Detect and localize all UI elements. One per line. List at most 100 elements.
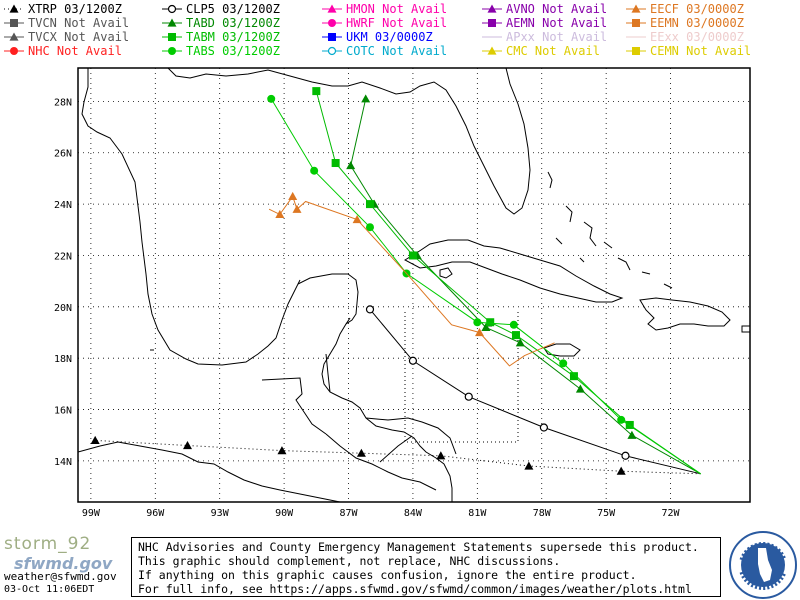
open-circle-icon bbox=[167, 4, 177, 14]
legend-item-cotc: COTC Not Avail bbox=[320, 44, 480, 58]
nicaragua-border bbox=[379, 435, 413, 463]
track-map: 14N 16N 18N 20N 22N 24N 26N 28N 99W 96W 93W 90W 87W 8… bbox=[54, 67, 751, 519]
legend-label: XTRP 03/1200Z bbox=[28, 2, 122, 16]
notice-line-2: This graphic should complement, not repl… bbox=[138, 554, 561, 568]
notice-line-4[interactable]: For full info, see https://apps.sfwmd.go… bbox=[138, 582, 692, 596]
legend-swatch bbox=[482, 19, 502, 27]
legend-item-tabd: TABD 03/1200Z bbox=[160, 16, 320, 30]
lon-tick-label: 90W bbox=[275, 508, 294, 519]
legend-label: TABM 03/1200Z bbox=[186, 30, 280, 44]
legend-swatch bbox=[162, 18, 182, 27]
legend-item-eemn: EEMN 03/0000Z bbox=[624, 16, 784, 30]
track-point-marker bbox=[474, 328, 484, 337]
advisory-notice: NHC Advisories and County Emergency Mana… bbox=[131, 537, 721, 597]
legend-item-eexx: EExx 03/0000Z bbox=[624, 30, 784, 44]
legend-swatch bbox=[626, 47, 646, 55]
track-point-marker bbox=[436, 451, 446, 460]
issue-timestamp: 03-Oct 11:06EDT bbox=[4, 584, 95, 595]
legend-item-nhc: NHC Not Avail bbox=[2, 44, 162, 58]
notice-line-1: NHC Advisories and County Emergency Mana… bbox=[138, 540, 699, 554]
track-point-marker bbox=[182, 441, 192, 450]
track-point-marker bbox=[277, 446, 287, 455]
legend-label: AEMN Not Avail bbox=[506, 16, 608, 30]
storm-name: storm_92 bbox=[4, 534, 92, 554]
lat-tick-label: 24N bbox=[54, 200, 72, 211]
us-gulf-coast bbox=[167, 68, 531, 215]
track-point-marker bbox=[356, 448, 366, 457]
legend-swatch bbox=[4, 32, 24, 41]
triangle-icon bbox=[327, 4, 337, 13]
legend-item-tabs: TABS 03/1200Z bbox=[160, 44, 320, 58]
track-point-marker bbox=[408, 251, 417, 260]
circle-icon bbox=[10, 47, 18, 55]
lon-tick-label: 75W bbox=[597, 508, 616, 519]
legend-label: HMON Not Avail bbox=[346, 2, 448, 16]
dotted-region-box bbox=[404, 310, 519, 443]
legend-swatch bbox=[626, 36, 646, 38]
map-frame bbox=[78, 68, 750, 502]
track-point-marker bbox=[621, 451, 630, 460]
hispaniola-outline bbox=[639, 297, 731, 331]
track-point-marker bbox=[539, 423, 548, 432]
square-icon bbox=[632, 47, 640, 55]
legend-label: TABD 03/1200Z bbox=[186, 16, 280, 30]
legend-label: APxx Not Avail bbox=[506, 30, 608, 44]
legend-swatch bbox=[626, 19, 646, 27]
track-point-marker bbox=[524, 461, 534, 470]
track-point-marker bbox=[267, 94, 276, 103]
track-point-marker bbox=[575, 384, 585, 393]
square-icon bbox=[488, 19, 496, 27]
square-icon bbox=[328, 33, 336, 41]
lon-tick-label: 84W bbox=[404, 508, 423, 519]
legend-label: CEMN Not Avail bbox=[650, 44, 752, 58]
legend-item-avno: AVNO Not Avail bbox=[480, 2, 640, 16]
lat-tick-label: 28N bbox=[54, 97, 72, 108]
track-tabm bbox=[312, 87, 701, 475]
track-point-marker bbox=[569, 372, 578, 381]
legend-item-apxx: APxx Not Avail bbox=[480, 30, 640, 44]
legend-item-hwrf: HWRF Not Avail bbox=[320, 16, 480, 30]
lat-tick-label: 14N bbox=[54, 457, 72, 468]
legend-label: EECF 03/0000Z bbox=[650, 2, 744, 16]
track-point-marker bbox=[346, 161, 356, 170]
legend-swatch bbox=[482, 36, 502, 38]
isla-juventud bbox=[439, 267, 453, 279]
gulf-coastline bbox=[81, 68, 453, 502]
track-point-marker bbox=[90, 435, 100, 444]
legend-item-xtrp: XTRP 03/1200Z bbox=[2, 2, 162, 16]
central-america-pacific bbox=[78, 441, 341, 502]
track-point-marker bbox=[288, 191, 298, 201]
track-point-marker bbox=[275, 209, 285, 218]
legend-label: TABS 03/1200Z bbox=[186, 44, 280, 58]
track-line bbox=[369, 309, 701, 475]
legend-item-tvcn: TVCN Not Avail bbox=[2, 16, 162, 30]
axis-labels: 14N 16N 18N 20N 22N 24N 26N 28N 99W 96W 93W 90W 87W 8… bbox=[54, 97, 681, 519]
lat-tick-label: 16N bbox=[54, 406, 72, 417]
track-xtrp bbox=[90, 435, 701, 475]
track-point-marker bbox=[481, 322, 491, 331]
track-point-marker bbox=[511, 331, 520, 340]
lat-tick-label: 26N bbox=[54, 149, 72, 160]
triangle-icon bbox=[487, 46, 497, 55]
lon-tick-label: 99W bbox=[82, 508, 101, 519]
legend-swatch bbox=[322, 19, 342, 27]
track-point-marker bbox=[559, 359, 568, 368]
track-clp5 bbox=[365, 305, 701, 475]
legend-item-ukm: UKM 03/0000Z bbox=[320, 30, 480, 44]
cozumel-outline bbox=[345, 317, 351, 325]
track-point-marker bbox=[515, 338, 525, 347]
legend-swatch bbox=[162, 4, 182, 14]
track-line bbox=[95, 439, 701, 475]
legend-swatch bbox=[162, 47, 182, 55]
open-circle-icon bbox=[327, 46, 337, 56]
legend-swatch bbox=[322, 46, 342, 56]
legend-swatch bbox=[4, 47, 24, 55]
contact-email[interactable]: weather@sfwmd.gov bbox=[4, 570, 117, 583]
legend-label: HWRF Not Avail bbox=[346, 16, 448, 30]
track-point-marker bbox=[473, 318, 482, 327]
legend-swatch bbox=[4, 19, 24, 27]
track-point-marker bbox=[331, 159, 340, 168]
track-point-marker bbox=[486, 318, 495, 327]
square-icon bbox=[632, 19, 640, 27]
model-legend: XTRP 03/1200Z TVCN Not Avail TVCX Not Avai… bbox=[0, 0, 800, 62]
